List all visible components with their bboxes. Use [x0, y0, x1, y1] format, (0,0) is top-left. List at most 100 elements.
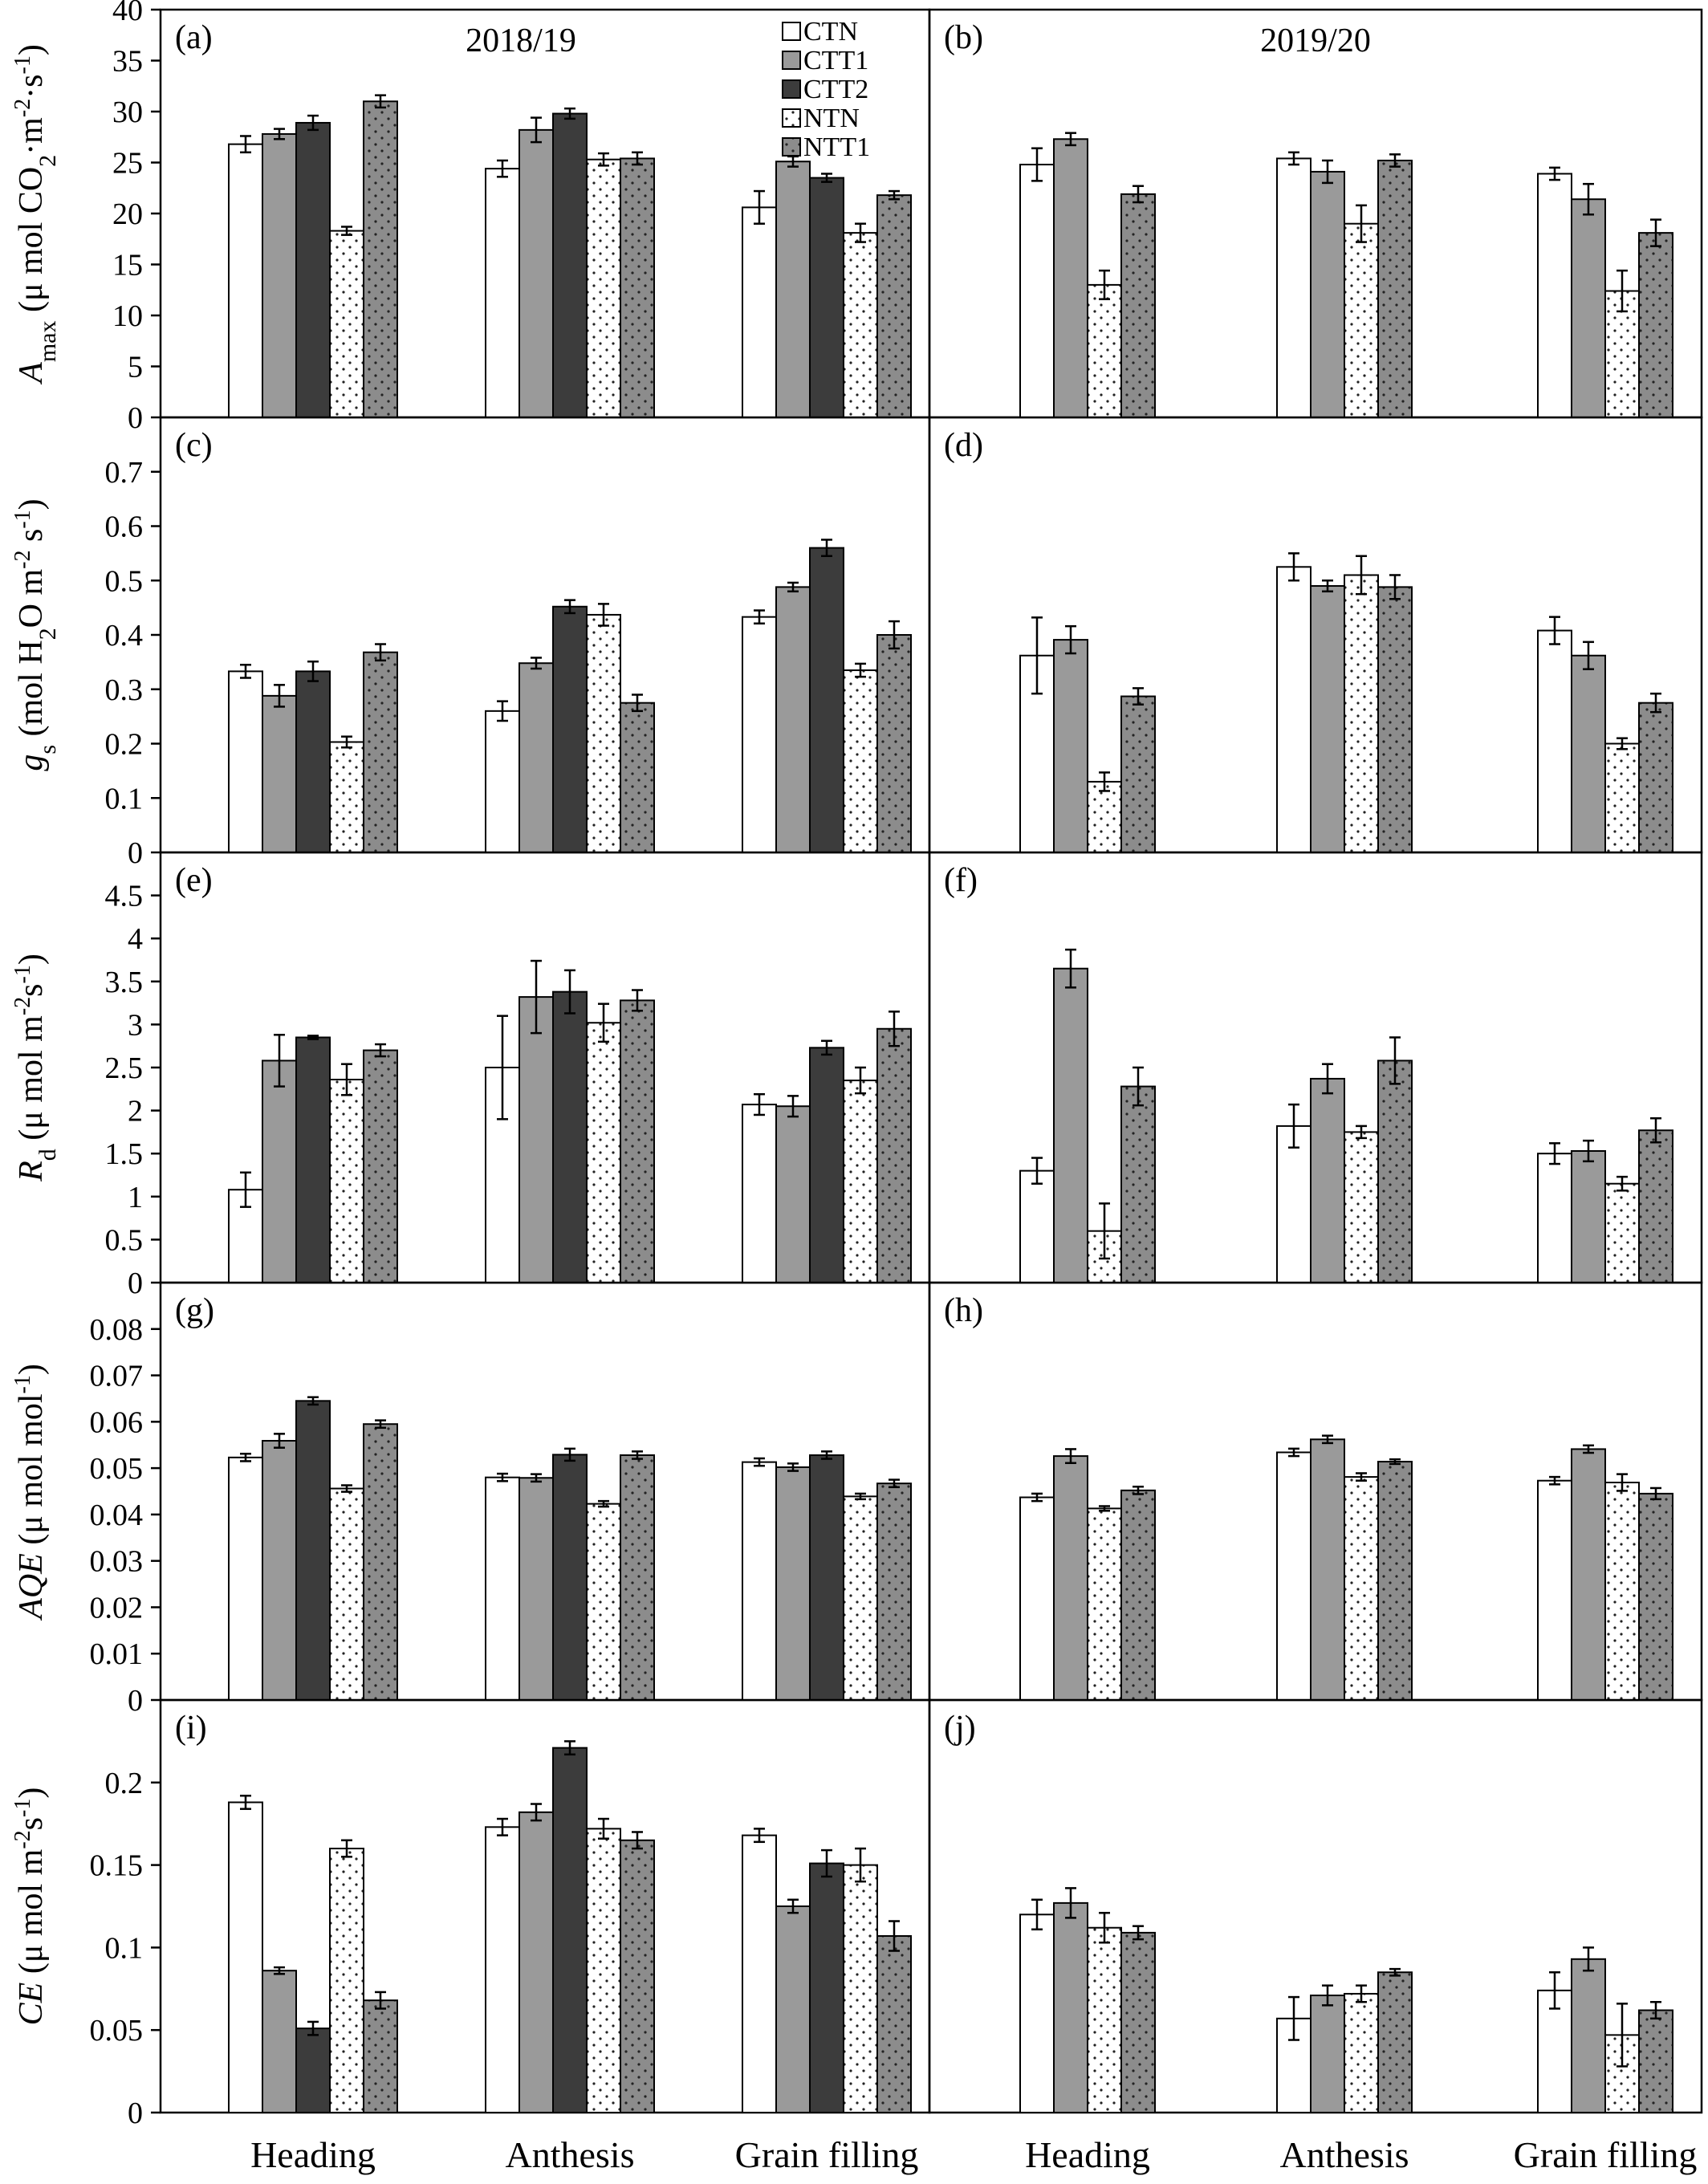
bar-ntt1-anthesis — [620, 999, 655, 1284]
legend-label-ctt1: CTT1 — [803, 46, 868, 75]
y-tick-label: 15 — [112, 249, 143, 283]
bar-ctn-anthesis — [485, 1826, 520, 2113]
x-category-label: Grain filling — [1514, 2134, 1698, 2175]
bar-ctn-anthesis — [1276, 1125, 1312, 1283]
legend-swatch-ctn — [782, 22, 801, 41]
y-tick-label: 0.1 — [105, 782, 144, 815]
panel-label: (i) — [175, 1710, 207, 1747]
y-tick-label: 0 — [128, 2097, 143, 2130]
bar-ntt1-grain-filling — [876, 1482, 912, 1701]
bar-ntt1-grain-filling — [1638, 1492, 1673, 1702]
y-tick-label: 40 — [112, 0, 143, 27]
chart-panel-c: (c) 0 0.1 0.2 0.3 0.4 0.5 0.6 0.7 gs (mol H2O m-2… — [10, 416, 931, 870]
bar-ctt1-heading — [262, 1970, 297, 2114]
bar-ctt2-anthesis — [552, 990, 588, 1283]
bar-ctt2-grain-filling — [809, 1047, 844, 1283]
panel-label: (e) — [175, 862, 213, 899]
bar-ctt1-grain-filling — [775, 1466, 811, 1701]
bar-ctt1-grain-filling — [775, 161, 811, 418]
bar-ntt1-heading — [1120, 695, 1156, 853]
y-tick-label: 0.6 — [105, 510, 144, 544]
y-tick-label: 0.05 — [90, 1452, 144, 1486]
panel-label: (f) — [944, 862, 978, 899]
y-axis-label: CE (μ mol m-2s-1) — [10, 1787, 51, 2026]
y-tick-label: 30 — [112, 96, 143, 129]
y-tick-label: 3.5 — [105, 966, 144, 999]
bar-ctt1-grain-filling — [1571, 1958, 1606, 2113]
panel-label: (j) — [944, 1710, 976, 1747]
panel-label: (a) — [175, 19, 213, 56]
y-tick-label: 10 — [112, 299, 143, 333]
x-category-label: Heading — [250, 2134, 376, 2175]
bar-ntn-grain-filling — [1604, 1182, 1640, 1283]
bar-ntn-grain-filling — [1604, 742, 1640, 853]
bar-ctn-heading — [228, 1801, 263, 2113]
bar-ctt1-anthesis — [518, 128, 554, 419]
panel-label: (g) — [175, 1292, 214, 1329]
bar-ntn-heading — [329, 1848, 364, 2114]
bar-ntt1-anthesis — [1377, 1059, 1413, 1283]
bar-ctn-grain-filling — [742, 1834, 777, 2114]
bar-ntn-anthesis — [1344, 1476, 1379, 1701]
bar-ntt1-grain-filling — [1638, 2009, 1673, 2114]
bar-ntn-anthesis — [1344, 222, 1379, 419]
bar-ntn-grain-filling — [843, 1080, 878, 1283]
bar-ctn-heading — [1019, 1496, 1055, 1701]
bar-ctt1-heading — [262, 1059, 297, 1283]
bar-ctt1-anthesis — [518, 996, 554, 1283]
y-tick-label: 1 — [128, 1181, 143, 1214]
bar-ntt1-anthesis — [620, 1839, 655, 2113]
bar-ctn-grain-filling — [742, 206, 777, 418]
bar-ctn-anthesis — [485, 710, 520, 853]
bar-ctt2-anthesis — [552, 1747, 588, 2114]
bar-ntt1-heading — [363, 1999, 398, 2113]
bar-ctt1-anthesis — [518, 1811, 554, 2114]
bar-ctn-anthesis — [485, 1476, 520, 1701]
x-category-label: Anthesis — [506, 2134, 635, 2175]
bar-ntn-heading — [329, 230, 364, 418]
chart-panel-b: (b) 2019/20 — [928, 8, 1703, 419]
chart-panel-e: (e) 0 0.5 1 1.5 2 2.5 3 3.5 4 4.5 Rd (μ mol m-2s-1) — [10, 851, 931, 1300]
y-tick-label: 0.02 — [90, 1591, 144, 1625]
bar-ctn-heading — [228, 1456, 263, 1702]
y-tick-label: 0.05 — [90, 2014, 144, 2048]
bar-ntt1-heading — [1120, 1931, 1156, 2113]
y-tick-label: 0.4 — [105, 619, 144, 653]
legend-swatch-ctt2 — [782, 79, 801, 99]
bar-ctn-anthesis — [1276, 1451, 1312, 1701]
bar-ntn-anthesis — [586, 158, 621, 418]
chart-panel-i: (i) 0 0.05 0.1 0.15 0.2 0 CE (μ mol m-2s-1) Head… — [10, 1684, 931, 2175]
y-tick-label: 0.1 — [105, 1931, 144, 1965]
y-tick-label: 0.3 — [105, 673, 144, 707]
y-tick-label: 25 — [112, 147, 143, 181]
y-tick-label: 0.08 — [90, 1313, 144, 1347]
bar-ctt1-anthesis — [1310, 1995, 1345, 2113]
bar-ntn-anthesis — [586, 1503, 621, 1701]
bar-ntn-grain-filling — [843, 232, 878, 418]
bar-ctt2-grain-filling — [809, 177, 844, 419]
bar-ntt1-grain-filling — [876, 634, 912, 853]
bar-ntn-anthesis — [586, 1022, 621, 1283]
chart-panel-g: (g) 0.01 0.02 0.03 0.04 0.05 0.06 0.07 0.08 AQE (… — [10, 1281, 931, 1702]
bar-ctt1-grain-filling — [775, 586, 811, 853]
bar-ntn-grain-filling — [843, 1495, 878, 1702]
y-tick-label: 0 — [128, 1684, 143, 1718]
bar-ctt1-anthesis — [518, 662, 554, 853]
y-tick-label: 20 — [112, 197, 143, 231]
bar-ctn-heading — [1019, 1914, 1055, 2114]
bar-ctn-grain-filling — [1537, 629, 1572, 854]
bar-ctn-heading — [228, 143, 263, 418]
bar-ntn-anthesis — [586, 1828, 621, 2113]
bar-ctt1-anthesis — [1310, 1438, 1345, 1702]
bar-ctt1-anthesis — [1310, 585, 1345, 854]
bar-ctt2-grain-filling — [809, 1862, 844, 2113]
bar-ctn-grain-filling — [742, 1104, 777, 1283]
bar-ntt1-heading — [1120, 1085, 1156, 1283]
bar-ctt2-grain-filling — [809, 1454, 844, 1702]
x-category-label: Grain filling — [735, 2134, 919, 2175]
y-tick-label: 0 — [128, 836, 143, 870]
bar-ntt1-heading — [363, 651, 398, 853]
y-tick-label: 5 — [128, 351, 143, 384]
legend-swatch-ntn — [782, 108, 801, 128]
